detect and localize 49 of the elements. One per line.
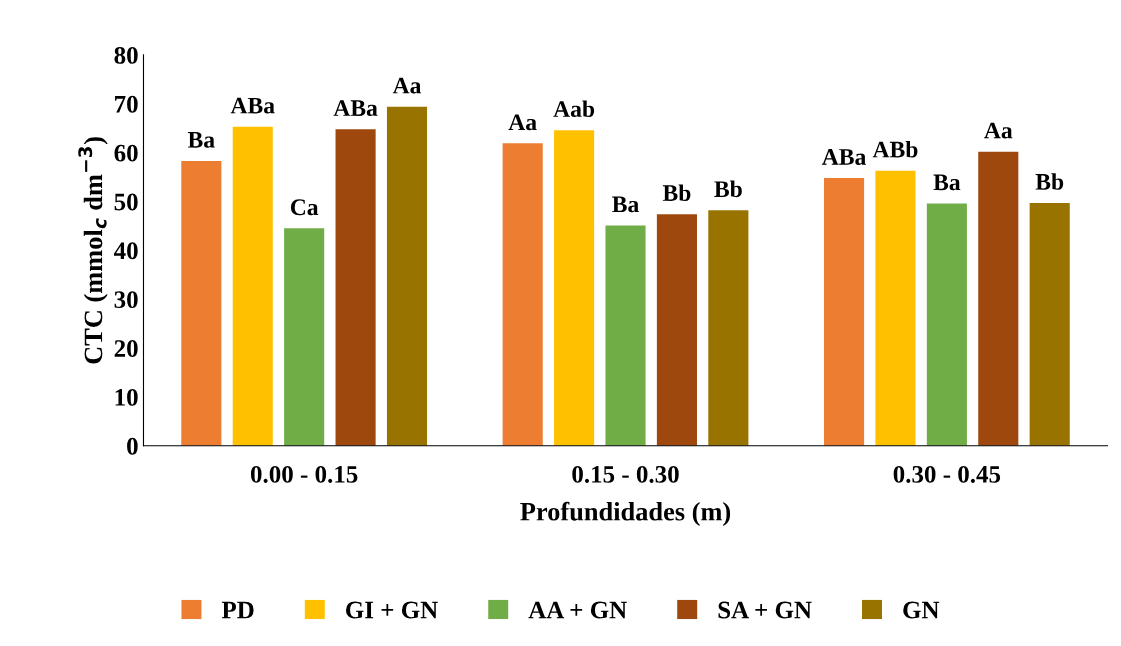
bar (708, 210, 749, 446)
bar (386, 106, 428, 446)
bar (232, 126, 273, 446)
data-label: Aa (392, 77, 422, 94)
data-label: Aa (984, 122, 1013, 139)
x-axis-title: Profundidades (m) (520, 501, 731, 526)
bar (1029, 202, 1070, 446)
data-label: ABa (333, 100, 378, 117)
x-tick-label: 0.15 - 0.30 (572, 465, 679, 483)
bar (335, 129, 376, 446)
bar (605, 225, 646, 446)
y-tick-label: 70 (115, 95, 138, 113)
legend-label: AA + GN (528, 601, 627, 619)
bar (554, 130, 595, 446)
data-label: Bb (1035, 173, 1064, 190)
bar (656, 214, 697, 446)
bar (181, 160, 222, 446)
bar (926, 203, 967, 446)
data-label: ABb (872, 140, 918, 158)
y-tick-label: 50 (114, 193, 138, 211)
data-label: ABa (821, 149, 866, 165)
data-label: Aab (553, 100, 595, 118)
data-label: ABa (230, 97, 275, 114)
y-tick-label: 0 (127, 437, 138, 455)
data-label: Ba (612, 196, 639, 213)
legend-label: SA + GN (718, 601, 812, 619)
legend-label: PD (221, 601, 254, 619)
data-label: Ca (290, 199, 319, 216)
data-label: Bb (662, 184, 691, 202)
bar (502, 143, 543, 446)
data-label: Ba (187, 132, 215, 148)
data-label: Bb (714, 180, 742, 198)
bar (823, 178, 865, 446)
y-axis-title: CTC (mmol$_{c}$ dm$^{−3}$) (78, 137, 108, 364)
data-label: Aa (508, 114, 537, 131)
bar (875, 170, 916, 446)
x-tick-label: 0.00 - 0.15 (250, 465, 358, 483)
data-label: Ba (933, 174, 961, 191)
y-tick-label: 10 (115, 388, 138, 406)
x-tick-label: 0.30 - 0.45 (893, 465, 1001, 483)
y-tick-label: 80 (114, 46, 138, 64)
legend-label: GI + GN (346, 601, 438, 619)
y-tick-label: 20 (114, 340, 138, 357)
bar (978, 151, 1019, 446)
bar (284, 228, 325, 446)
y-tick-label: 30 (114, 291, 138, 309)
y-tick-label: 60 (114, 144, 138, 162)
legend-label: GN (903, 601, 940, 619)
y-tick-label: 40 (113, 242, 138, 260)
